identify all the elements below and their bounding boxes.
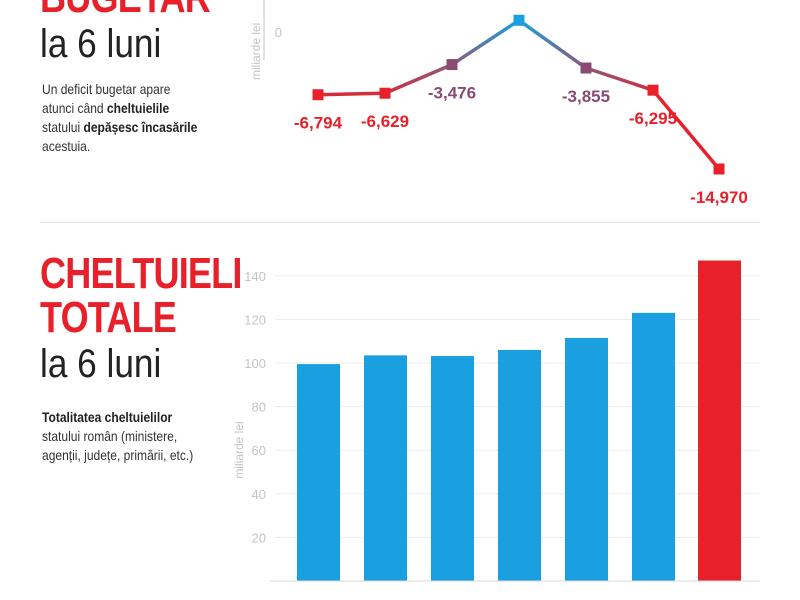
bar-ytick-label: 20: [252, 530, 266, 545]
spending-desc-bold: Totalitatea cheltuielilor: [42, 409, 173, 425]
line-point: [647, 84, 659, 96]
line-point: [312, 89, 324, 101]
bar-ytick-label: 80: [252, 400, 266, 415]
bar: [297, 364, 340, 581]
deficit-desc-text-2: statului: [42, 119, 84, 135]
deficit-title: BUGETAR: [40, 0, 211, 20]
deficit-desc-text-1: Un deficit bugetar apare atunci când: [42, 81, 171, 116]
line-data-label: -3,476: [428, 84, 476, 103]
line-data-label: -6,295: [629, 109, 677, 128]
deficit-description: Un deficit bugetar apare atunci când che…: [42, 80, 201, 156]
spending-title-line1: CHELTUIELI: [40, 249, 242, 298]
bar-highlight: [698, 260, 741, 581]
line-point: [379, 87, 391, 99]
bar-ytick-label: 60: [252, 443, 266, 458]
bar: [431, 356, 474, 581]
deficit-desc-bold-2: depășesc încasările: [83, 119, 198, 135]
deficit-desc-bold-1: cheltuielile: [106, 100, 170, 116]
section-divider: [40, 222, 760, 223]
line-point: [446, 59, 458, 71]
spending-subtitle: la 6 luni: [40, 342, 162, 386]
deficit-line-chart: miliarde lei 0 -6,794 -6,629-3,476 -3,855-…: [249, 0, 748, 207]
line-data-label: -6,794: [294, 114, 343, 133]
line-data-label: -6,629: [361, 112, 409, 131]
spending-title-line2: TOTALE: [40, 293, 177, 342]
line-point: [580, 62, 592, 74]
deficit-subtitle: la 6 luni: [40, 22, 162, 66]
line-data-label: -14,970: [690, 188, 748, 207]
bar-ylabel: miliarde lei: [232, 421, 246, 478]
bar: [565, 337, 608, 581]
line-point: [513, 14, 525, 26]
bar: [498, 349, 541, 581]
line-point: [713, 163, 725, 175]
bar-ytick-label: 140: [244, 269, 266, 284]
line-ytick-label: 0: [275, 25, 282, 40]
spending-description: Totalitatea cheltuielilor statului român…: [42, 408, 205, 465]
bar: [364, 355, 407, 581]
bar-ytick-label: 100: [244, 356, 266, 371]
line-data-label: -3,855: [562, 87, 610, 106]
bar: [632, 312, 675, 581]
deficit-desc-text-3: acestuia.: [42, 138, 91, 154]
bar-ytick-label: 120: [244, 312, 266, 327]
bar-ytick-label: 40: [252, 487, 266, 502]
spending-desc-text: statului român (ministere, agenții, jude…: [42, 428, 194, 463]
line-ylabel: miliarde lei: [249, 23, 263, 80]
